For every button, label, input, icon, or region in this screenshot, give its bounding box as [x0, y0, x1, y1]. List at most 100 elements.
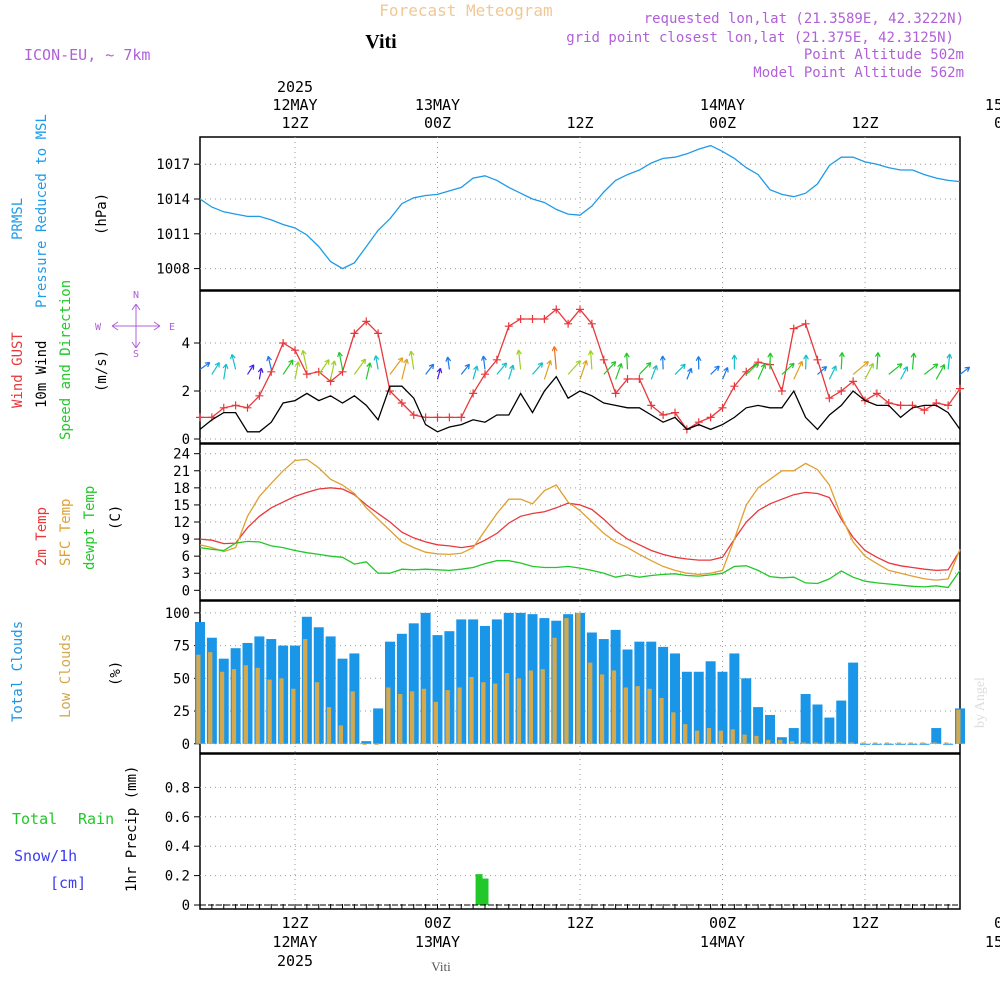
- bar-low-cloud: [837, 742, 842, 744]
- wind-arrow: [686, 367, 693, 380]
- compass-s: S: [133, 349, 139, 360]
- bar-total-cloud: [907, 743, 918, 745]
- gust-marker: [196, 413, 204, 422]
- bar-low-cloud: [623, 687, 628, 744]
- bar-total-cloud: [325, 636, 336, 744]
- wind-arrow: [603, 361, 617, 375]
- precip-label-snow: Snow/1h: [14, 847, 77, 865]
- gust-marker: [374, 329, 383, 338]
- wind-arrow: [924, 363, 939, 375]
- bar-total-cloud: [883, 743, 894, 745]
- bottom-time-axis: 12Z12MAY202500Z13MAY12Z00Z14MAY12Z00Z15M…: [199, 904, 1000, 970]
- bar-low-cloud: [671, 712, 676, 744]
- wind-arrow: [839, 352, 845, 370]
- precip-unit: 1hr Precip (mm): [124, 766, 140, 892]
- wind-panel: Wind GUST 10m Wind Speed and Direction (…: [10, 280, 971, 448]
- wind-arrow: [745, 362, 759, 375]
- gust-marker: [944, 401, 953, 410]
- wind-arrow: [496, 362, 508, 375]
- gust-marker: [231, 401, 240, 410]
- bar-low-cloud: [754, 735, 759, 744]
- y-tick-label: 0.6: [165, 810, 190, 826]
- wind-arrow: [257, 367, 264, 380]
- bar-total-cloud: [848, 662, 859, 744]
- bar-low-cloud: [730, 729, 735, 744]
- bar-low-cloud: [267, 679, 272, 744]
- gust-marker: [801, 319, 810, 328]
- wind-arrow: [935, 364, 946, 380]
- cloud-label-low: Low Clouds: [58, 634, 74, 718]
- temperature-panel: 2m Temp SFC Temp dewpt Temp (C) 03691215…: [34, 443, 961, 601]
- bar-total-cloud: [919, 743, 930, 745]
- y-tick-label: 0.2: [165, 869, 190, 885]
- wind-arrow: [532, 362, 544, 375]
- bar-low-cloud: [956, 709, 961, 744]
- bottom-axis-label: 12Z: [851, 914, 878, 932]
- temp-label-dewpt: dewpt Temp: [82, 486, 98, 570]
- gust-marker: [837, 387, 846, 395]
- bar-total-cloud: [373, 708, 384, 744]
- bottom-axis-label: 12MAY: [272, 933, 317, 951]
- y-tick-label: 15: [173, 498, 190, 514]
- bar-low-cloud: [516, 678, 522, 744]
- wind-arrow: [373, 355, 380, 370]
- wind-label-gust: Wind GUST: [10, 332, 26, 408]
- bar-total-cloud: [765, 714, 775, 744]
- gust-marker: [457, 413, 466, 422]
- bar-total-cloud: [931, 728, 942, 744]
- wind-arrow: [460, 363, 471, 375]
- bar-low-cloud: [409, 691, 415, 744]
- bar-low-cloud: [861, 742, 866, 744]
- compass-e: E: [169, 322, 175, 333]
- y-tick-label: 1017: [156, 157, 190, 173]
- bar-rain: [481, 878, 489, 905]
- gust-marker: [445, 413, 454, 422]
- wind-label-dir: Speed and Direction: [58, 280, 74, 440]
- bar-low-cloud: [944, 742, 949, 744]
- gust-marker: [587, 319, 596, 328]
- bar-low-cloud: [314, 682, 320, 744]
- gust-marker: [789, 324, 798, 333]
- bar-low-cloud: [291, 688, 296, 744]
- bar-low-cloud: [386, 687, 391, 744]
- wind-arrow: [353, 358, 367, 375]
- wind-arrow: [587, 350, 594, 370]
- pressure-panel: PRMSL Pressure Reduced to MSL (hPa) 1008…: [10, 114, 961, 308]
- pressure-label-msl: Pressure Reduced to MSL: [34, 114, 50, 308]
- bottom-axis-label: 15MAY: [985, 933, 1000, 951]
- gust-marker: [540, 315, 549, 323]
- wind-arrow: [246, 364, 255, 375]
- wind-arrow: [445, 356, 452, 370]
- wind-arrow: [472, 365, 479, 380]
- wind-label-10m: 10m Wind: [34, 341, 50, 408]
- compass-n: N: [133, 290, 139, 301]
- wind-arrow: [674, 363, 686, 375]
- gust-marker: [718, 403, 727, 412]
- gust-marker: [777, 387, 786, 395]
- wind-arrow: [199, 361, 211, 370]
- bottom-axis-label: 00Z: [709, 914, 736, 932]
- top-axis-label: 12Z: [566, 114, 593, 132]
- wind-arrow: [828, 365, 837, 380]
- bar-total-cloud: [860, 743, 870, 745]
- bar-low-cloud: [350, 691, 355, 744]
- bar-low-cloud: [338, 725, 343, 744]
- top-time-axis: 202512MAY12Z13MAY00Z12Z14MAY00Z12Z15MAY0…: [272, 78, 1000, 132]
- wind-compass: N S W E: [95, 290, 175, 360]
- y-tick-label: 25: [173, 704, 190, 720]
- bar-total-cloud: [836, 700, 847, 744]
- gust-marker: [350, 329, 359, 338]
- wind-arrow: [579, 360, 588, 380]
- gust-marker: [813, 355, 822, 364]
- gust-marker: [386, 387, 394, 395]
- gust-marker: [302, 370, 311, 379]
- gust-marker: [219, 403, 228, 412]
- bar-rain: [475, 874, 483, 905]
- wind-arrow: [888, 363, 903, 375]
- wind-arrow: [294, 361, 301, 380]
- wind-arrow: [508, 364, 515, 380]
- wind-arrow: [757, 363, 767, 380]
- bar-low-cloud: [540, 669, 545, 744]
- bottom-axis-label: 14MAY: [700, 933, 745, 951]
- wind-arrow: [946, 353, 953, 370]
